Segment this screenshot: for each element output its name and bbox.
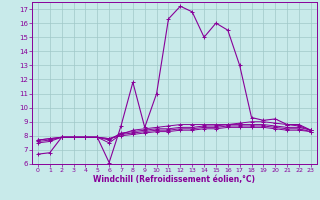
X-axis label: Windchill (Refroidissement éolien,°C): Windchill (Refroidissement éolien,°C) [93, 175, 255, 184]
